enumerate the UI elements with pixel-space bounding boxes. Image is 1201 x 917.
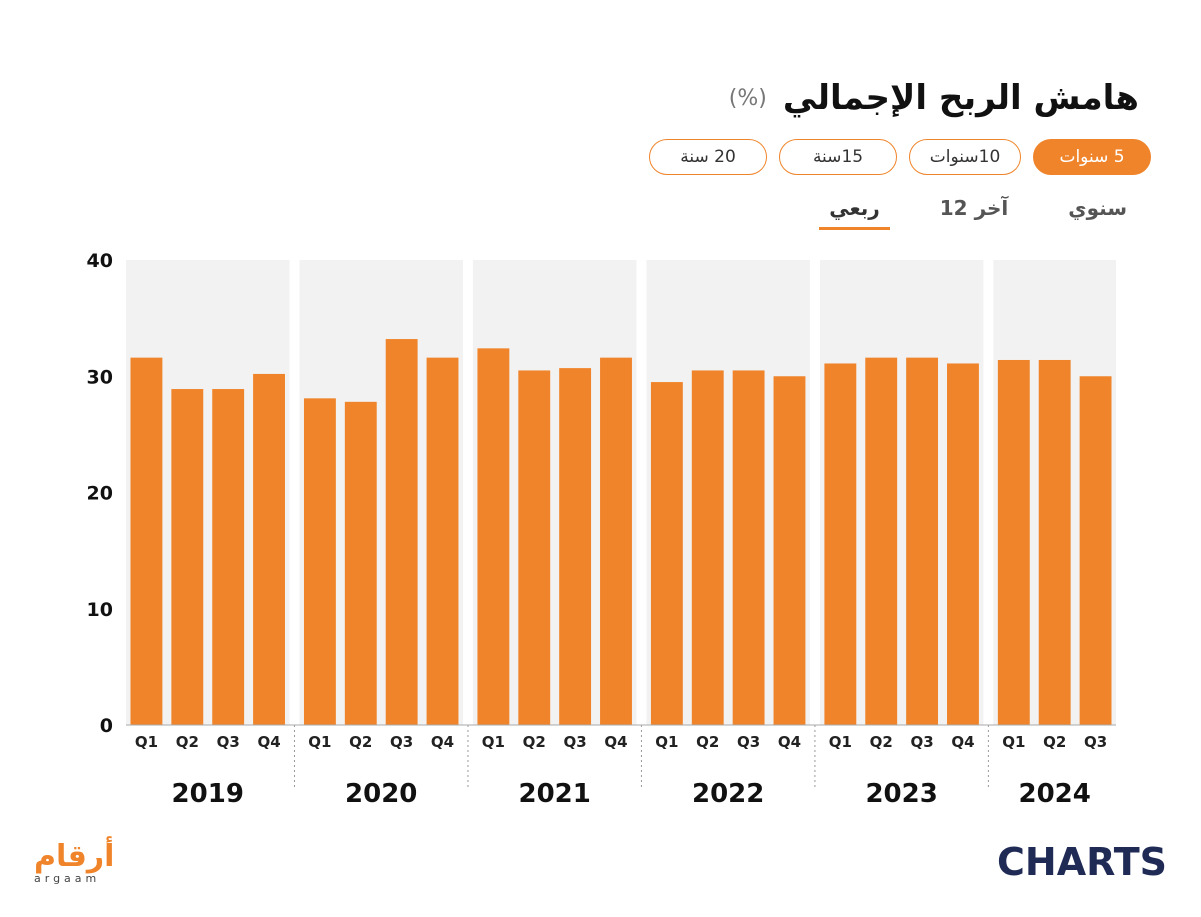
bar[interactable]	[865, 357, 898, 725]
year-label: 2019	[172, 779, 244, 809]
y-tick-label: 0	[100, 715, 113, 737]
range-15y-button[interactable]: 15سنة	[779, 139, 897, 175]
bar[interactable]	[947, 363, 979, 725]
bar[interactable]	[385, 339, 418, 725]
bar[interactable]	[906, 357, 939, 725]
tab-ttm[interactable]: آخر 12	[939, 196, 1009, 220]
bar[interactable]	[691, 370, 724, 725]
y-tick-label: 30	[87, 366, 113, 388]
range-5y-button[interactable]: 5 سنوات	[1033, 139, 1151, 175]
argaam-logo: أرقام argaam	[34, 839, 115, 886]
bar[interactable]	[600, 357, 632, 725]
chart-unit: (%)	[728, 85, 767, 111]
y-tick-label: 20	[87, 483, 113, 505]
x-tick-label: Q3	[564, 733, 587, 751]
x-tick-label: Q4	[431, 733, 454, 751]
period-tabs: سنوي آخر 12 ربعي	[819, 196, 1137, 230]
x-tick-label: Q1	[135, 733, 158, 751]
x-tick-label: Q4	[951, 733, 974, 751]
x-tick-label: Q3	[1084, 733, 1107, 751]
charts-logo: CHARTS	[997, 840, 1167, 884]
x-tick-label: Q1	[1002, 733, 1025, 751]
x-tick-label: Q4	[257, 733, 280, 751]
bar[interactable]	[303, 398, 336, 725]
argaam-logo-ar: أرقام	[34, 839, 115, 874]
x-tick-label: Q2	[870, 733, 893, 751]
bar[interactable]	[773, 376, 806, 725]
bar[interactable]	[650, 382, 683, 725]
bar[interactable]	[732, 370, 765, 725]
bar[interactable]	[426, 357, 459, 725]
bar[interactable]	[253, 373, 285, 725]
x-tick-label: Q3	[390, 733, 413, 751]
x-tick-label: Q1	[308, 733, 331, 751]
bar[interactable]	[1079, 376, 1112, 725]
year-label: 2021	[519, 779, 591, 809]
year-label: 2020	[345, 779, 417, 809]
range-10y-button[interactable]: 10سنوات	[909, 139, 1021, 175]
year-label: 2022	[692, 779, 764, 809]
range-selector: 5 سنوات 10سنوات 15سنة 20 سنة	[649, 139, 1151, 175]
bar[interactable]	[212, 389, 245, 725]
x-tick-label: Q3	[217, 733, 240, 751]
x-tick-label: Q2	[696, 733, 719, 751]
x-tick-label: Q4	[604, 733, 627, 751]
x-tick-label: Q3	[910, 733, 933, 751]
argaam-logo-en: argaam	[34, 872, 101, 885]
x-tick-label: Q1	[829, 733, 852, 751]
bar[interactable]	[344, 401, 377, 725]
x-tick-label: Q2	[1043, 733, 1066, 751]
chart-header: هامش الربح الإجمالي (%)	[729, 78, 1139, 118]
x-tick-label: Q2	[523, 733, 546, 751]
bar[interactable]	[477, 348, 510, 725]
y-tick-label: 10	[87, 599, 113, 621]
year-label: 2024	[1019, 779, 1091, 809]
x-tick-label: Q1	[482, 733, 505, 751]
x-tick-label: Q4	[778, 733, 801, 751]
bar[interactable]	[997, 359, 1030, 725]
bar[interactable]	[559, 368, 592, 725]
x-tick-label: Q3	[737, 733, 760, 751]
x-tick-label: Q2	[349, 733, 372, 751]
tab-quarterly[interactable]: ربعي	[819, 196, 890, 230]
year-label: 2023	[865, 779, 937, 809]
bar[interactable]	[518, 370, 551, 725]
x-tick-label: Q1	[655, 733, 678, 751]
bar[interactable]	[130, 357, 163, 725]
chart-title: هامش الربح الإجمالي	[782, 78, 1139, 118]
range-20y-button[interactable]: 20 سنة	[649, 139, 767, 175]
x-tick-label: Q2	[176, 733, 199, 751]
bar[interactable]	[1038, 359, 1071, 725]
tab-annual[interactable]: سنوي	[1068, 196, 1127, 220]
bar[interactable]	[171, 389, 204, 725]
bar[interactable]	[824, 363, 857, 725]
y-tick-label: 40	[87, 250, 113, 272]
